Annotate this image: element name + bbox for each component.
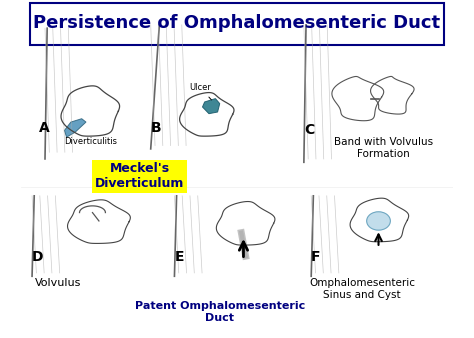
Text: A: A [38, 121, 49, 135]
Text: Volvulus: Volvulus [35, 278, 81, 288]
Text: C: C [304, 123, 314, 137]
Text: Diverticulitis: Diverticulitis [64, 137, 118, 146]
Polygon shape [64, 119, 86, 137]
Text: F: F [311, 250, 321, 264]
Polygon shape [202, 99, 220, 114]
FancyBboxPatch shape [30, 3, 444, 45]
Text: Band with Volvulus
Formation: Band with Volvulus Formation [334, 137, 433, 159]
Text: Persistence of Omphalomesenteric Duct: Persistence of Omphalomesenteric Duct [34, 14, 440, 32]
Text: B: B [151, 121, 161, 135]
Text: Patent Omphalomesenteric
Duct: Patent Omphalomesenteric Duct [135, 301, 305, 323]
Text: Ulcer: Ulcer [190, 83, 211, 100]
Text: E: E [174, 250, 184, 264]
Text: Omphalomesenteric
Sinus and Cyst: Omphalomesenteric Sinus and Cyst [309, 278, 415, 299]
Ellipse shape [367, 212, 391, 230]
Text: Meckel's
Diverticulum: Meckel's Diverticulum [95, 162, 184, 190]
Text: D: D [32, 250, 44, 264]
